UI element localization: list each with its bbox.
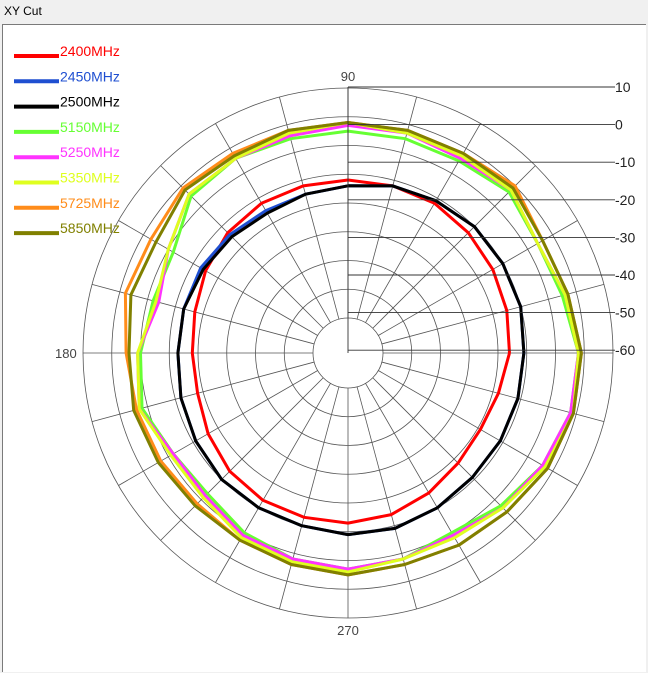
- legend-label: 2500MHz: [60, 94, 120, 110]
- series-line-2500MHz: [176, 184, 526, 537]
- legend: 2400MHz 2450MHz 2500MHz 5150MHz 5250MHz 5350M…: [14, 43, 120, 236]
- window-title: XY Cut: [4, 4, 42, 18]
- grid-spoke: [365, 383, 481, 583]
- grid-spoke: [91, 284, 315, 345]
- grid-spoke: [381, 361, 605, 422]
- grid-spoke: [91, 361, 315, 422]
- legend-label: 5250MHz: [60, 144, 120, 160]
- series-lines: [123, 121, 583, 577]
- tick-label: -30: [615, 229, 635, 245]
- series-line-5150MHz: [139, 129, 580, 571]
- tick-label: 10: [615, 79, 631, 95]
- grid-spoke: [372, 377, 536, 541]
- tick-label: -60: [615, 342, 635, 358]
- series-line-5850MHz: [127, 121, 583, 577]
- series-line-2400MHz: [190, 178, 511, 525]
- grid-spoke: [160, 377, 324, 541]
- angle-labels: 90 180 270: [55, 69, 359, 638]
- grid-spoke: [215, 383, 331, 583]
- legend-label: 5150MHz: [60, 119, 120, 135]
- angle-label-90: 90: [341, 69, 355, 84]
- legend-label: 5350MHz: [60, 170, 120, 186]
- legend-label: 2400MHz: [60, 43, 120, 59]
- tick-label: -40: [615, 267, 635, 283]
- grid-spoke: [160, 165, 324, 329]
- tick-label: -10: [615, 154, 635, 170]
- angle-label-180: 180: [55, 346, 77, 361]
- legend-label: 2450MHz: [60, 68, 120, 84]
- tick-label: -50: [615, 305, 635, 321]
- angle-label-270: 270: [337, 623, 359, 638]
- radial-ticks: 10 0 -10 -20 -30 -40 -50 -60: [347, 79, 635, 358]
- series-line-5350MHz: [136, 121, 580, 574]
- legend-label: 5725MHz: [60, 195, 120, 211]
- tick-label: 0: [615, 117, 623, 133]
- chart-frame: 10 0 -10 -20 -30 -40 -50 -60 90 180 270 2400MHz 24…: [2, 24, 646, 672]
- grid-spoke: [356, 386, 417, 610]
- legend-label: 5850MHz: [60, 220, 120, 236]
- grid-spoke: [279, 386, 340, 610]
- grid-spoke: [378, 220, 578, 336]
- grid-spoke: [118, 370, 318, 486]
- tick-label: -20: [615, 192, 635, 208]
